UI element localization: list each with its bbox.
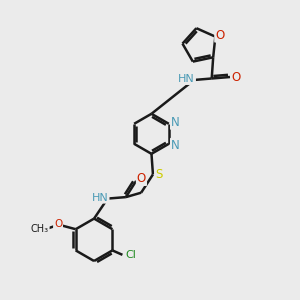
- Text: O: O: [137, 172, 146, 185]
- Text: CH₃: CH₃: [31, 224, 49, 234]
- Text: HN: HN: [92, 193, 109, 203]
- Text: Cl: Cl: [126, 250, 137, 260]
- Text: O: O: [215, 29, 224, 42]
- Text: N: N: [171, 139, 180, 152]
- Text: N: N: [171, 116, 180, 129]
- Text: HN: HN: [178, 74, 195, 84]
- Text: S: S: [155, 168, 163, 181]
- Text: O: O: [231, 70, 241, 83]
- Text: O: O: [54, 219, 62, 229]
